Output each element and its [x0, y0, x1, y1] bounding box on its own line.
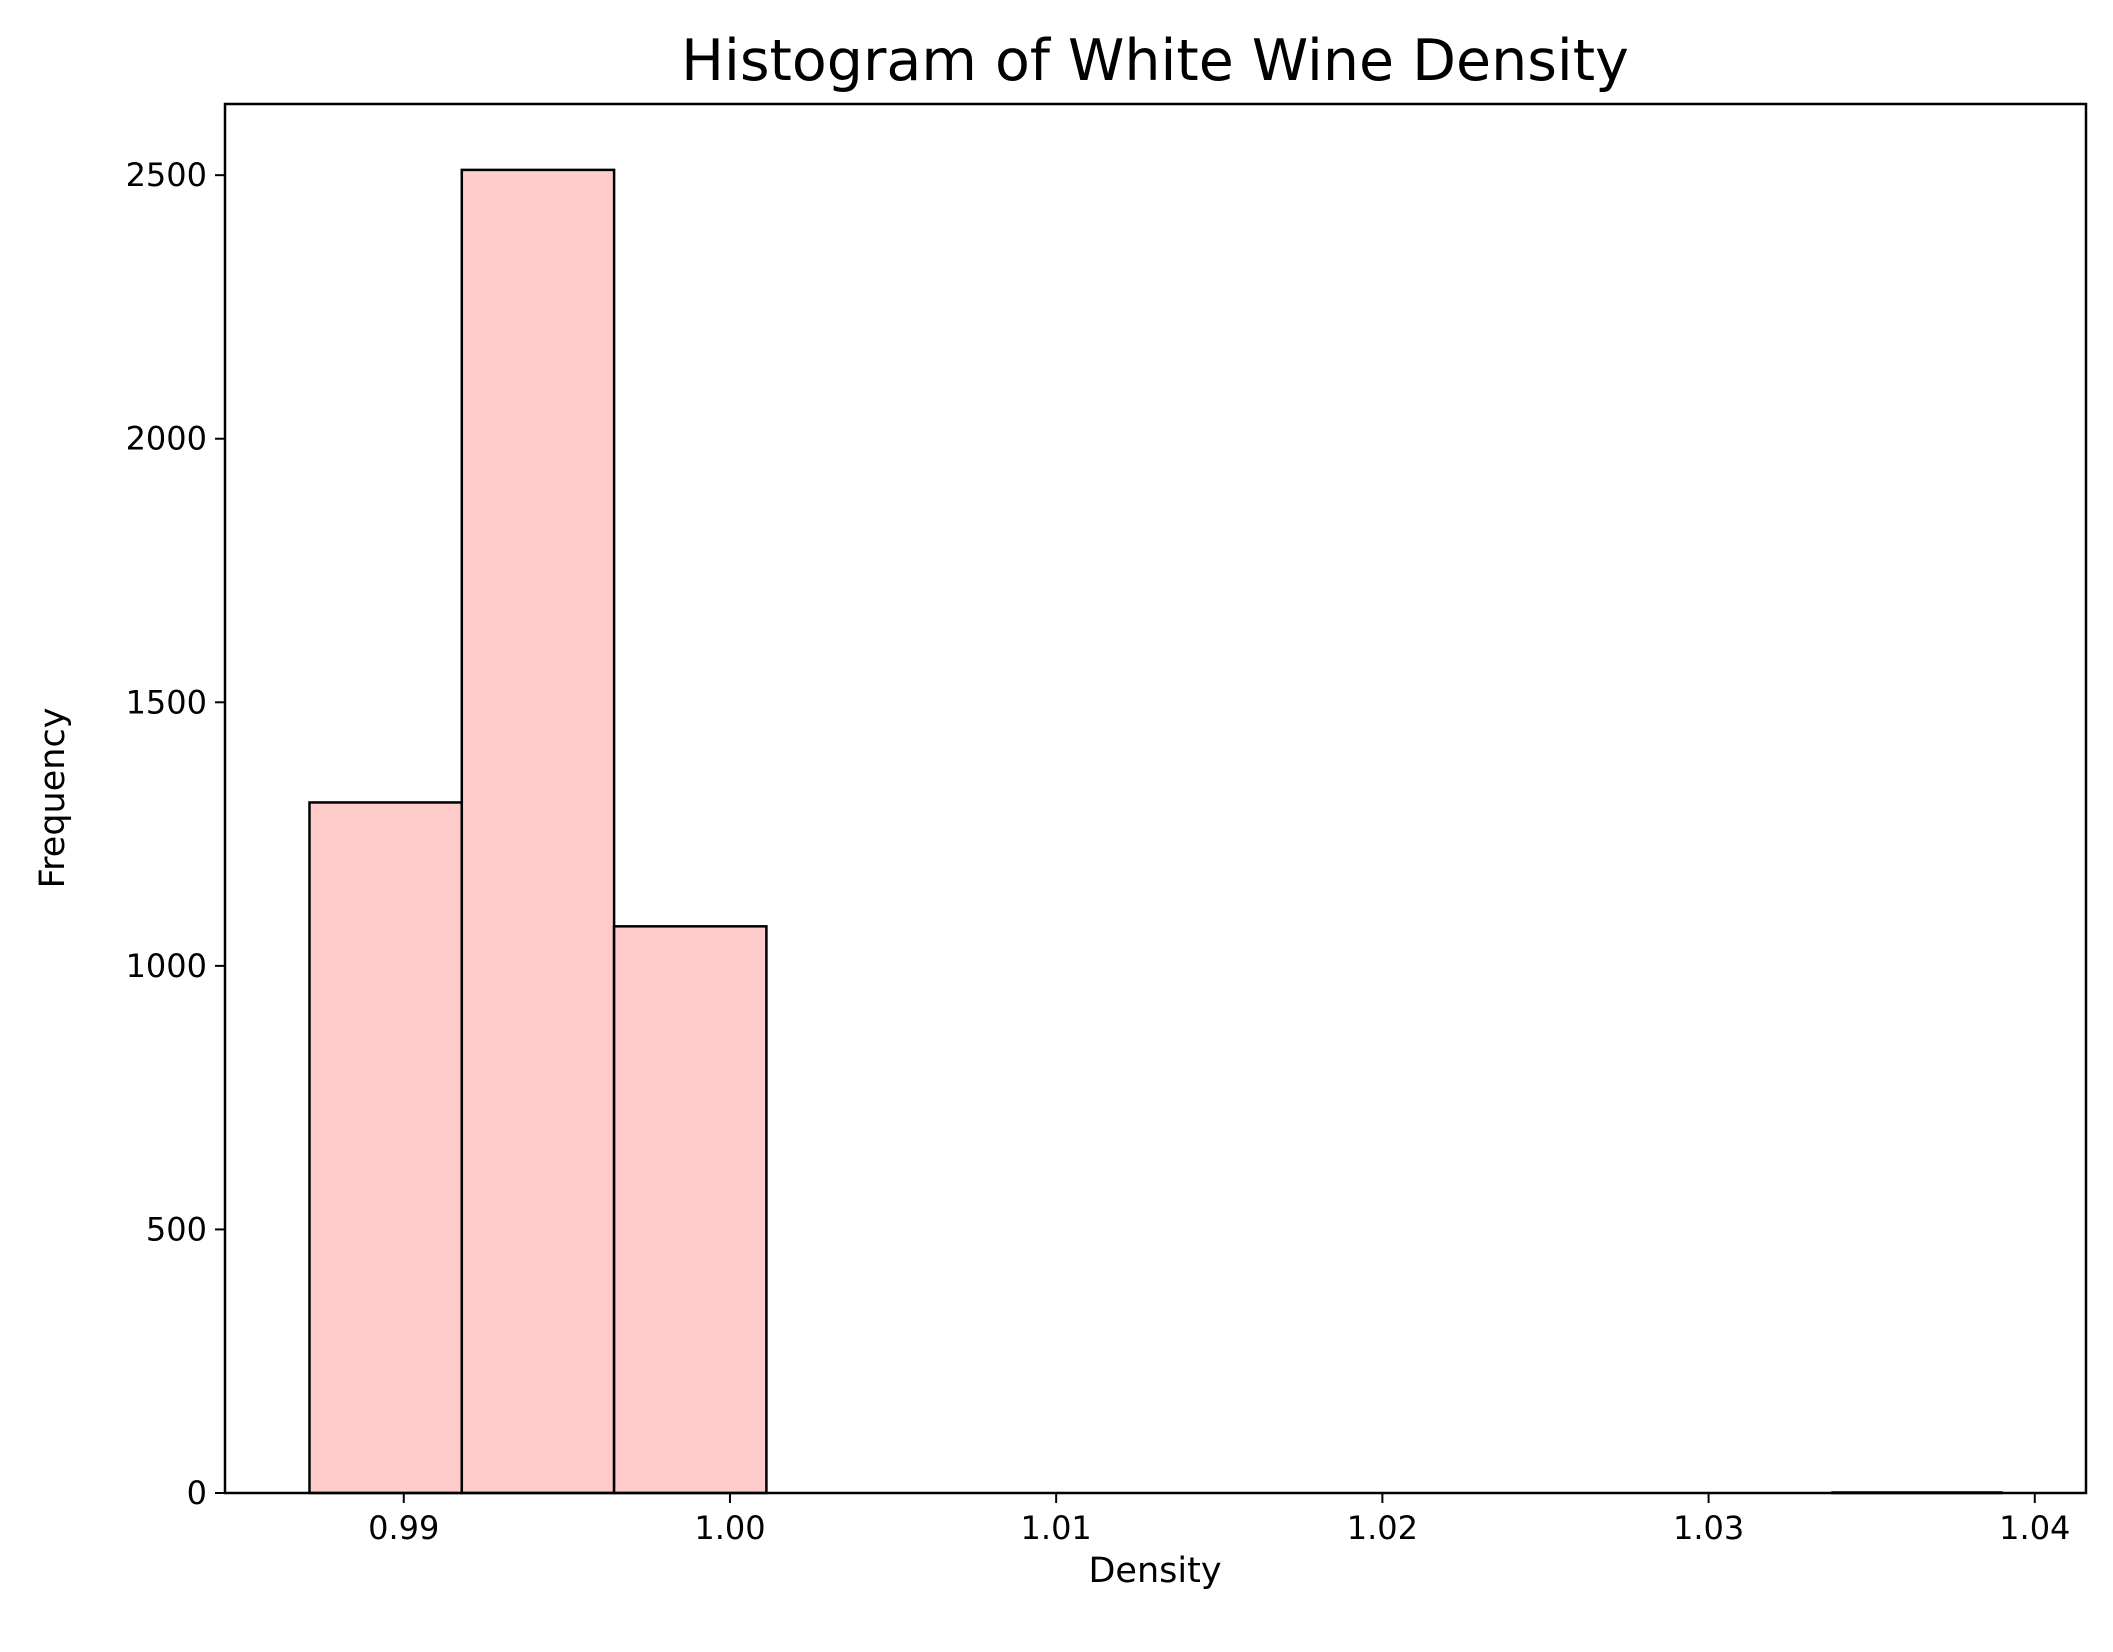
- y-tick-label-4: 2000: [126, 420, 207, 458]
- x-tick-label-4: 1.03: [1673, 1509, 1744, 1547]
- y-axis-label: Frequency: [33, 708, 73, 889]
- x-tick-label-1: 1.00: [694, 1509, 765, 1547]
- histogram-bar-0: [308, 801, 464, 1495]
- histogram-bars: [308, 168, 2003, 1495]
- x-axis-ticks: 0.99 1.00 1.01 1.02 1.03 1.04: [368, 1493, 2070, 1547]
- x-tick-label-2: 1.01: [1021, 1509, 1092, 1547]
- histogram-bar-1: [460, 168, 616, 1495]
- chart-title: Histogram of White Wine Density: [681, 28, 1629, 94]
- y-tick-label-3: 1500: [126, 683, 207, 721]
- y-tick-label-1: 500: [146, 1210, 207, 1248]
- histogram-bar-2: [612, 925, 768, 1495]
- x-tick-label-3: 1.02: [1347, 1509, 1418, 1547]
- x-tick-label-5: 1.04: [1999, 1509, 2070, 1547]
- plot-frame: [223, 102, 2088, 1495]
- y-tick-label-5: 2500: [126, 156, 207, 194]
- x-axis-label: Density: [1088, 1551, 1221, 1591]
- y-tick-label-2: 1000: [126, 947, 207, 985]
- x-tick-label-0: 0.99: [368, 1509, 439, 1547]
- y-tick-label-0: 0: [187, 1474, 207, 1512]
- y-axis-ticks: 0 500 1000 1500 2000 2500: [126, 156, 225, 1512]
